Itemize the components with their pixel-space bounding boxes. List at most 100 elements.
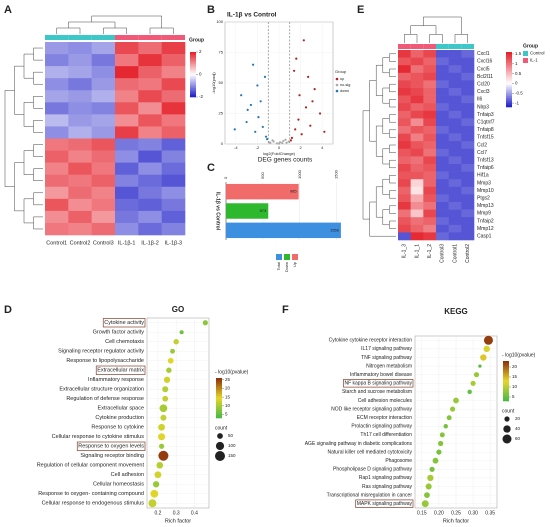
- heatmap-cell: [138, 198, 162, 212]
- colorbar-swatch: [503, 397, 509, 399]
- data-point: [251, 63, 255, 66]
- heatmap-cell: [45, 162, 69, 175]
- color-legend-title: - log10(pvalue): [215, 369, 249, 375]
- heatmap-cell: [161, 186, 186, 200]
- group-strip: [448, 44, 462, 49]
- colorbar-swatch: [190, 55, 196, 57]
- heatmap-cell: [410, 194, 424, 203]
- size-legend-label: 40: [515, 426, 521, 431]
- colorbar-swatch: [506, 85, 512, 88]
- legend-title: Group: [523, 43, 538, 49]
- colorbar-swatch: [216, 412, 222, 415]
- heatmap-cell: [423, 103, 437, 112]
- data-point: [293, 69, 296, 72]
- heatmap-cell: [436, 50, 449, 58]
- heatmap-cell: [398, 202, 411, 210]
- heatmap-cell: [448, 164, 462, 172]
- dot: [156, 461, 164, 469]
- dot: [166, 367, 172, 373]
- heatmap-cell: [138, 138, 162, 151]
- heatmap-cell: [45, 210, 69, 224]
- heatmap-cell: [45, 126, 69, 139]
- heatmap-cell: [398, 171, 411, 180]
- heatmap-cell: [423, 50, 437, 58]
- dot: [449, 406, 456, 412]
- heatmap-cell: [461, 88, 475, 96]
- category-label: Growth factor activity: [93, 330, 145, 336]
- colorbar-tick-label: 2: [199, 49, 202, 54]
- heatmap-cell: [461, 126, 475, 134]
- category-label: ECM receptor interaction: [357, 415, 413, 421]
- heatmap-cell: [423, 126, 437, 134]
- colorbar-swatch: [190, 65, 196, 68]
- dot: [473, 372, 480, 378]
- size-legend-title: count: [502, 408, 515, 414]
- heatmap-cell: [138, 78, 162, 91]
- column-label: Control2: [70, 240, 91, 246]
- heatmap-cell: [398, 72, 411, 81]
- row-label: Mmp10: [477, 188, 494, 194]
- heatmap-cell: [461, 118, 475, 127]
- heatmap-cell: [398, 209, 411, 218]
- panel-letter: C: [207, 162, 215, 174]
- category-label: Signaling receptor regulator activity: [58, 349, 144, 355]
- data-point: [323, 130, 326, 133]
- heatmap-cell: [398, 133, 411, 142]
- heatmap-cell: [448, 217, 462, 226]
- colorbar-swatch: [216, 388, 222, 391]
- dot: [163, 376, 171, 383]
- group-strip: [436, 44, 449, 49]
- category-label: Cellular homeostasis: [93, 482, 144, 488]
- category-label: IL17 signaling pathway: [361, 346, 412, 352]
- plot-frame: [146, 317, 210, 509]
- heatmap-cell: [161, 222, 186, 236]
- colorbar-swatch: [503, 362, 509, 364]
- colorbar-swatch: [190, 61, 196, 63]
- colorbar-swatch: [190, 79, 196, 81]
- heatmap-cell: [423, 164, 437, 172]
- heatmap-cell: [138, 54, 162, 67]
- colorbar-swatch: [216, 392, 222, 395]
- heatmap-cell: [461, 65, 475, 74]
- panel-letter: F: [282, 304, 289, 316]
- category-label: Th17 cell differentiation: [360, 432, 412, 438]
- dot: [478, 364, 482, 368]
- heatmap-cell: [410, 148, 424, 157]
- category-label: Cell adhesion: [111, 472, 144, 478]
- chart-title: KEGG: [444, 307, 468, 316]
- colorbar-swatch: [503, 393, 509, 395]
- dot: [159, 404, 168, 413]
- colorbar-swatch: [190, 86, 196, 89]
- heatmap-cell: [461, 141, 475, 150]
- colorbar-swatch: [190, 70, 196, 72]
- category-label: Response to oxygen- containing compound: [38, 491, 144, 497]
- data-point: [282, 139, 285, 143]
- heatmap-cell: [448, 194, 462, 203]
- colorbar-swatch: [506, 53, 512, 56]
- x-tick-label: -4: [234, 145, 238, 150]
- row-label: C1qtnf7: [477, 120, 495, 126]
- colorbar-swatch: [190, 73, 196, 75]
- size-legend-marker: [215, 451, 225, 461]
- dot: [173, 339, 179, 345]
- colorbar-swatch: [503, 369, 509, 371]
- heatmap-cell: [461, 148, 475, 157]
- heatmap-cell: [138, 162, 162, 175]
- colorbar-tick-label: 10: [512, 384, 518, 389]
- dot: [158, 450, 169, 461]
- heatmap-cell: [68, 174, 92, 188]
- colorbar-swatch: [506, 97, 512, 100]
- category-label: Extracellular matrix: [97, 368, 144, 374]
- heatmap-cell: [398, 110, 411, 119]
- data-point: [309, 124, 312, 127]
- colorbar-swatch: [190, 76, 196, 78]
- category-label: Response to cytokine: [91, 425, 144, 431]
- heatmap-cell: [410, 80, 424, 89]
- dot: [158, 433, 166, 441]
- category-label: MAPK signaling pathway: [357, 501, 413, 507]
- heatmap-cell: [410, 232, 424, 241]
- category-label: Extracellular structure organization: [59, 387, 144, 393]
- colorbar-swatch: [503, 389, 509, 391]
- heatmap-cell: [436, 80, 449, 89]
- heatmap-cell: [398, 88, 411, 96]
